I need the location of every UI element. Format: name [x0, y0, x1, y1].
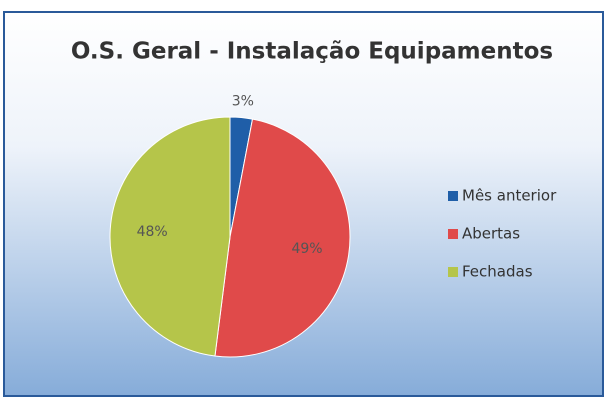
- data-label: 3%: [232, 94, 254, 110]
- data-label: 49%: [291, 241, 322, 257]
- legend-label: Fechadas: [462, 263, 533, 281]
- legend-swatch: [448, 267, 458, 277]
- chart-title: O.S. Geral - Instalação Equipamentos: [71, 39, 553, 65]
- pie-slice: [214, 118, 351, 358]
- legend-label: Abertas: [462, 225, 520, 243]
- legend-label: Mês anterior: [462, 187, 557, 205]
- legend-swatch: [448, 191, 458, 201]
- pie-slice: [109, 116, 231, 357]
- legend-swatch: [448, 229, 458, 239]
- data-label: 48%: [137, 224, 168, 240]
